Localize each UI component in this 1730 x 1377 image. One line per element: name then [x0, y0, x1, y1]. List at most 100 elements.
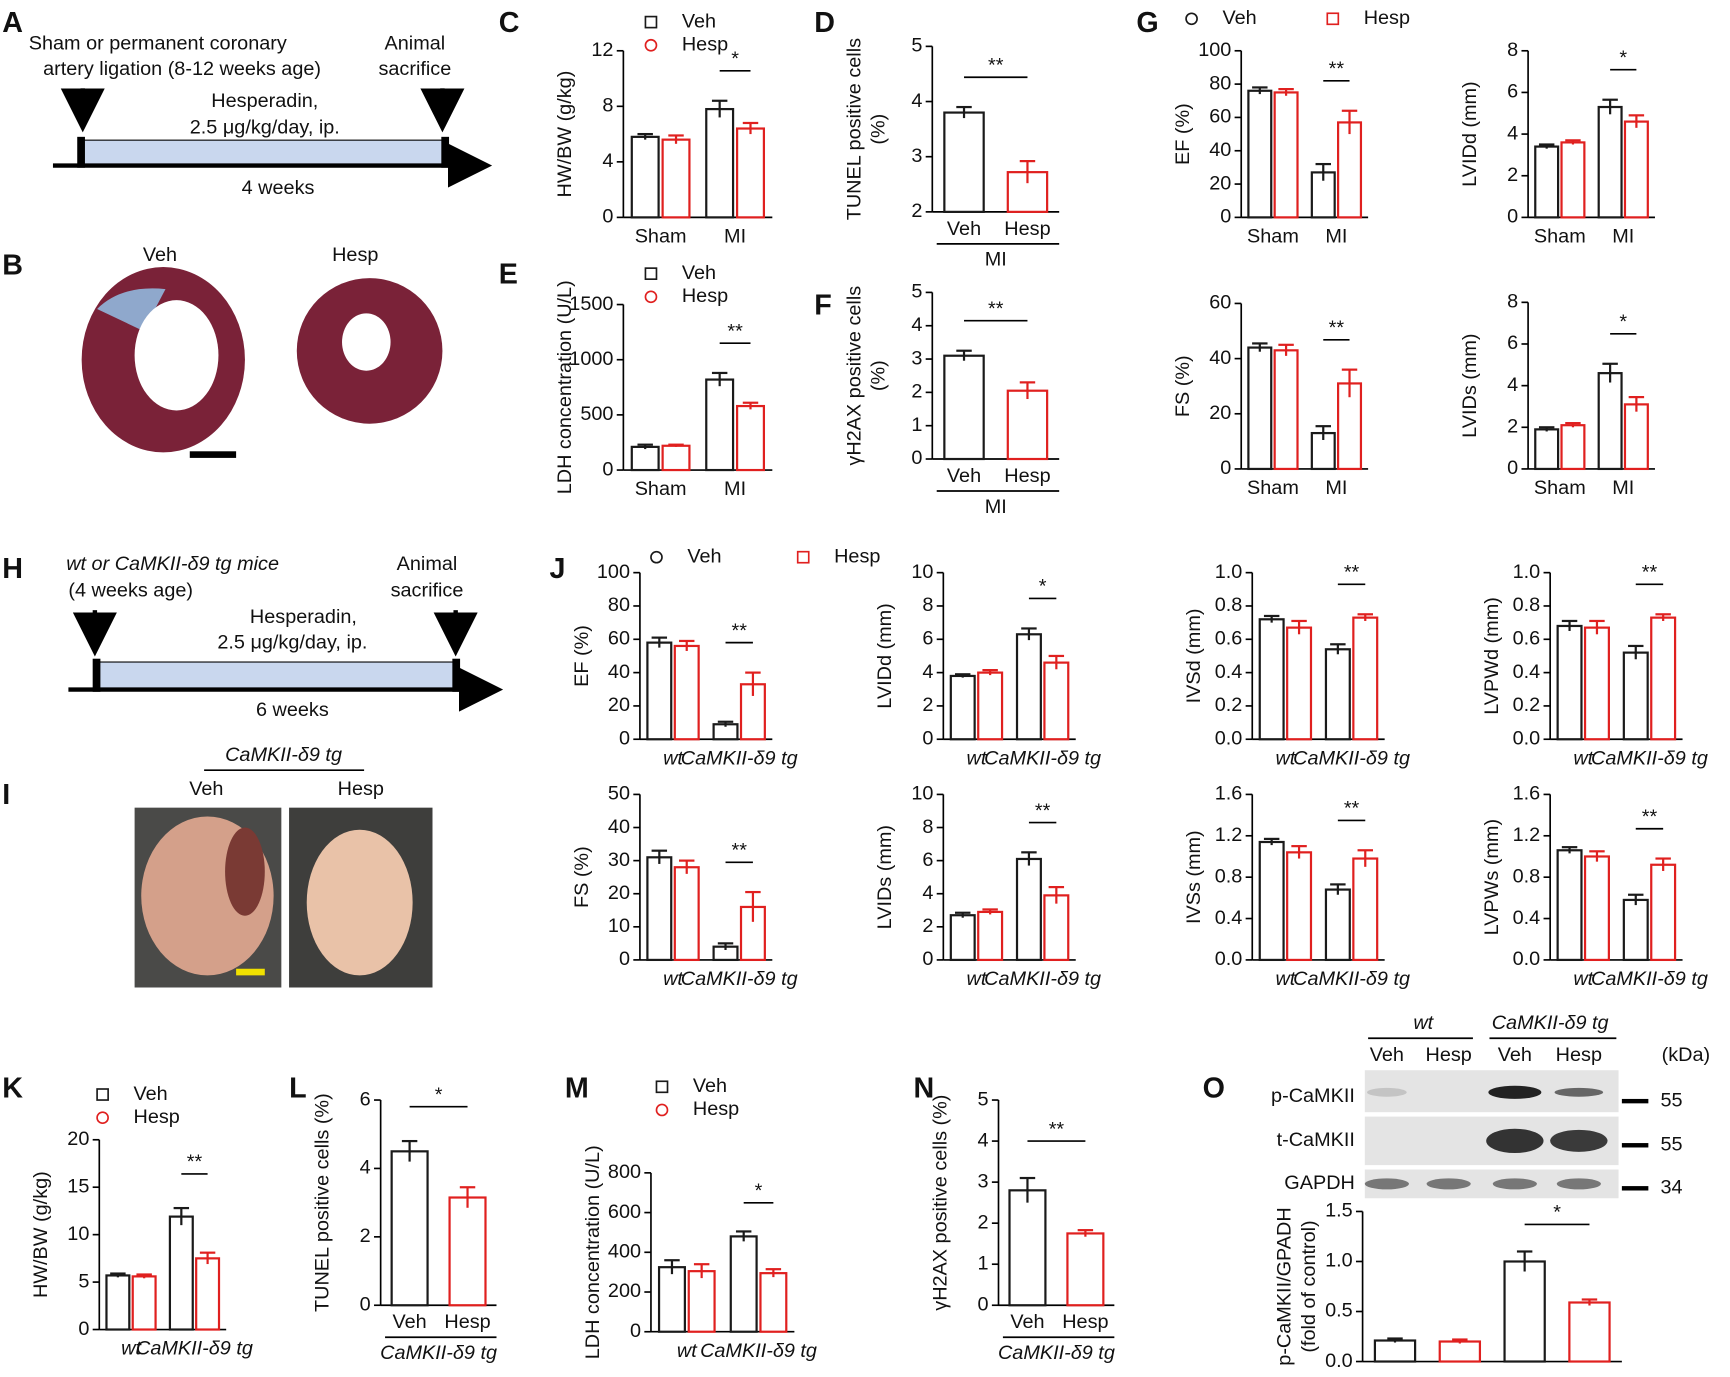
- y-tick-label: 0: [1220, 206, 1231, 228]
- x-tick-label: MI: [724, 225, 746, 247]
- legend-marker: [644, 38, 658, 52]
- bar: [661, 444, 691, 472]
- y-tick-label: 400: [608, 1241, 641, 1263]
- treatment-box: [95, 661, 457, 690]
- bar: [1352, 616, 1379, 741]
- label: 6 weeks: [256, 699, 329, 721]
- y-tick-label: 20: [608, 882, 630, 904]
- histology-b: Veh Hesp: [81, 244, 443, 458]
- label: Hesp: [1425, 1044, 1471, 1066]
- bar: [1438, 1340, 1482, 1363]
- x-tick-label: wt: [1275, 747, 1296, 769]
- panel-letter: A: [2, 7, 23, 39]
- significance: *: [1553, 1202, 1561, 1224]
- y-tick-label: 1: [978, 1252, 989, 1274]
- y-tick-label: 5: [78, 1270, 89, 1292]
- label: CaMKII-δ9 tg: [225, 744, 342, 766]
- y-tick-label: 0: [911, 447, 922, 469]
- y-axis-label: LVPWs (mm): [1481, 819, 1503, 935]
- y-tick-label: 1000: [569, 348, 613, 370]
- bar: [943, 354, 985, 461]
- y-tick-label: 8: [922, 816, 933, 838]
- y-tick-label: 0.0: [1513, 948, 1541, 970]
- x-tick-label: CaMKII-δ9 tg: [681, 747, 798, 769]
- tick: [441, 136, 450, 168]
- x-tick-label: MI: [1612, 225, 1634, 247]
- y-axis-label: HW/BW (g/kg): [554, 71, 576, 198]
- bar: [1258, 840, 1285, 962]
- panel-letter: N: [914, 1073, 935, 1105]
- band: [1556, 1178, 1601, 1190]
- y-tick-label: 4: [911, 90, 922, 112]
- bar: [1560, 141, 1586, 219]
- y-tick-label: 0.2: [1513, 694, 1541, 716]
- y-tick-label: 200: [608, 1280, 641, 1302]
- panel-letter: G: [1136, 7, 1158, 39]
- bar: [1622, 898, 1649, 962]
- y-axis-label: LVIDd (mm): [1459, 81, 1481, 186]
- y-tick-label: 0.0: [1215, 728, 1243, 750]
- bar: [1324, 888, 1351, 962]
- significance: **: [1642, 806, 1658, 828]
- y-tick-label: 1.0: [1325, 1250, 1353, 1272]
- y-tick-label: 2: [1507, 416, 1518, 438]
- x-tick-label: Sham: [1247, 477, 1299, 499]
- scheme-a: Sham or permanent coronary artery ligati…: [29, 32, 493, 199]
- band: [1367, 1087, 1407, 1097]
- y-tick-label: 80: [608, 594, 630, 616]
- tick: [452, 658, 461, 692]
- legend-marker: [96, 1088, 109, 1101]
- bar: [759, 1272, 788, 1333]
- x-tick-label: MI: [724, 478, 746, 500]
- y-tick-label: 0.4: [1215, 661, 1243, 683]
- label: p-CaMKII: [1271, 1085, 1355, 1107]
- label: Animal: [397, 553, 458, 575]
- label: Sham or permanent coronary: [29, 32, 287, 54]
- legend-marker: [650, 550, 663, 564]
- label: Animal: [385, 32, 446, 54]
- legend-label: Hesp: [1364, 7, 1410, 29]
- bar: [1337, 121, 1363, 219]
- x-tick-label: Veh: [1010, 1311, 1044, 1333]
- blot-o: wt CaMKII-δ9 tg Veh Hesp Veh Hesp (kDa) …: [1271, 1012, 1710, 1198]
- y-tick-label: 6: [1507, 81, 1518, 103]
- section: [134, 300, 219, 411]
- y-axis-label: (fold of control): [1298, 1220, 1320, 1352]
- y-axis-label: LVPWd (mm): [1481, 597, 1503, 715]
- y-tick-label: 0.0: [1513, 728, 1541, 750]
- bar: [131, 1275, 157, 1331]
- legend-marker: [644, 267, 658, 280]
- x-tick-label: Hesp: [444, 1311, 490, 1333]
- legend-label: Veh: [134, 1083, 168, 1105]
- bar: [1583, 626, 1610, 741]
- y-tick-label: 500: [580, 403, 613, 425]
- band: [1486, 1128, 1544, 1153]
- label: Hesp: [338, 778, 384, 800]
- x-tick-label: wt: [1275, 968, 1296, 990]
- bar: [105, 1274, 131, 1331]
- y-tick-label: 0.0: [1215, 948, 1243, 970]
- y-axis-label: LVIDd (mm): [874, 603, 896, 708]
- y-tick-label: 5: [911, 281, 922, 303]
- y-tick-label: 4: [360, 1157, 371, 1179]
- y-tick-label: 20: [1209, 172, 1231, 194]
- label: t-CaMKII: [1277, 1129, 1355, 1151]
- significance: **: [727, 320, 743, 342]
- significance: **: [187, 1151, 203, 1173]
- y-tick-label: 20: [1209, 402, 1231, 424]
- y-tick-label: 0: [602, 206, 613, 228]
- y-tick-label: 8: [1507, 39, 1518, 61]
- y-tick-label: 20: [608, 694, 630, 716]
- legend-label: Veh: [687, 545, 721, 567]
- y-tick-label: 5: [978, 1088, 989, 1110]
- y-tick-label: 1.5: [1325, 1200, 1353, 1222]
- marker-dash: [1621, 1143, 1649, 1148]
- legend-marker: [1326, 12, 1340, 26]
- x-tick-label: Hesp: [1004, 218, 1050, 240]
- x-tick-label: Sham: [1534, 225, 1586, 247]
- bar: [1568, 1301, 1611, 1363]
- y-tick-label: 4: [602, 150, 613, 172]
- x-tick-label: CaMKII-δ9 tg: [984, 747, 1101, 769]
- group-label: MI: [985, 496, 1007, 518]
- x-tick-label: MI: [1325, 225, 1347, 247]
